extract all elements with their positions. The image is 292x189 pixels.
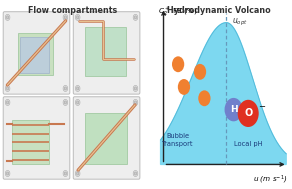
Text: O: O: [244, 108, 252, 118]
Text: Bubble
Transport: Bubble Transport: [162, 133, 194, 147]
Circle shape: [5, 85, 10, 91]
Circle shape: [6, 16, 9, 19]
Bar: [18, 33, 53, 75]
FancyBboxPatch shape: [3, 97, 70, 179]
Circle shape: [75, 99, 80, 105]
Circle shape: [75, 14, 80, 20]
Circle shape: [64, 16, 67, 19]
Text: Hydrodynamic Volcano: Hydrodynamic Volcano: [167, 6, 271, 15]
Circle shape: [63, 14, 68, 20]
Text: −: −: [258, 102, 265, 111]
Text: Local pH: Local pH: [234, 141, 263, 147]
Circle shape: [6, 101, 9, 104]
Circle shape: [64, 101, 67, 104]
Circle shape: [64, 87, 67, 90]
Text: $u_{opt}$: $u_{opt}$: [232, 17, 248, 28]
Circle shape: [238, 100, 259, 127]
Circle shape: [64, 172, 67, 175]
Circle shape: [5, 170, 10, 177]
Circle shape: [6, 87, 9, 90]
Text: $C_2^+$ FE (%): $C_2^+$ FE (%): [158, 6, 197, 18]
Circle shape: [77, 101, 79, 104]
Circle shape: [75, 170, 80, 177]
FancyBboxPatch shape: [3, 12, 70, 94]
Circle shape: [172, 56, 184, 72]
Circle shape: [134, 16, 137, 19]
Text: $u$ (m s$^{-1}$): $u$ (m s$^{-1}$): [253, 174, 288, 186]
Circle shape: [77, 87, 79, 90]
Circle shape: [225, 98, 243, 121]
Circle shape: [6, 172, 9, 175]
Bar: [85, 113, 127, 164]
Bar: [20, 37, 49, 73]
Circle shape: [194, 64, 206, 80]
Circle shape: [133, 170, 138, 177]
Bar: [12, 120, 48, 164]
Text: Flow compartments: Flow compartments: [28, 6, 118, 15]
Text: H: H: [230, 105, 237, 114]
Circle shape: [134, 172, 137, 175]
Circle shape: [63, 170, 68, 177]
FancyBboxPatch shape: [73, 12, 140, 94]
Circle shape: [77, 172, 79, 175]
Circle shape: [63, 85, 68, 91]
Circle shape: [178, 79, 190, 95]
FancyBboxPatch shape: [73, 97, 140, 179]
Circle shape: [5, 14, 10, 20]
Circle shape: [133, 14, 138, 20]
Circle shape: [77, 16, 79, 19]
Polygon shape: [161, 23, 286, 164]
Circle shape: [133, 99, 138, 105]
Circle shape: [134, 87, 137, 90]
Circle shape: [134, 101, 137, 104]
Circle shape: [63, 99, 68, 105]
Circle shape: [133, 85, 138, 91]
Circle shape: [198, 90, 211, 106]
Circle shape: [75, 85, 80, 91]
Circle shape: [5, 99, 10, 105]
Bar: [85, 26, 126, 76]
